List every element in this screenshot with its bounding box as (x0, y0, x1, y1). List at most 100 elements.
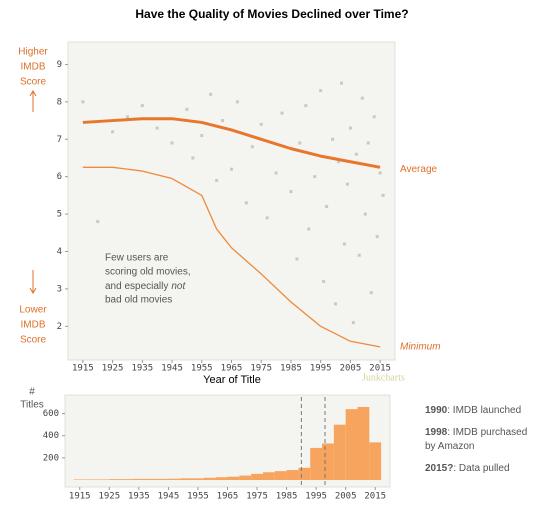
bar (322, 443, 334, 480)
x-tick-label: 1935 (131, 364, 153, 374)
x-tick-label: 1915 (72, 364, 94, 374)
series-label: Minimum (400, 342, 441, 353)
y-axis-label: Titles (20, 400, 44, 411)
chart-title: Have the Quality of Movies Declined over… (135, 7, 408, 21)
scatter-point (366, 141, 370, 145)
annotation: scoring old movies, (105, 267, 191, 278)
scatter-point (280, 111, 284, 115)
x-tick-label: 1995 (310, 364, 332, 374)
scatter-point (378, 171, 382, 175)
x-tick-label: 1925 (102, 364, 124, 374)
scatter-point (295, 257, 299, 261)
scatter-point (337, 160, 341, 164)
bar (97, 479, 110, 480)
scatter-point (96, 220, 100, 224)
y-tick-label: 200 (43, 453, 59, 463)
y-tick-label: 8 (57, 97, 62, 107)
note: 1990: IMDB launched (425, 405, 521, 416)
x-tick-label: 1975 (250, 364, 272, 374)
scatter-point (250, 145, 254, 149)
bar (168, 478, 181, 480)
plot-area (67, 41, 396, 361)
bar (192, 478, 204, 480)
scatter-point (375, 235, 379, 239)
note: 2015?: Data pulled (425, 463, 510, 474)
scatter-point (209, 92, 213, 96)
x-tick-label: 1995 (305, 492, 327, 502)
scatter-point (185, 107, 189, 111)
note-year: 2015? (425, 463, 453, 474)
scatter-point (334, 302, 338, 306)
x-tick-label: 2015 (364, 492, 386, 502)
y-axis-label: IMDB (21, 320, 46, 331)
bar (251, 473, 263, 480)
y-tick-label: 6 (57, 172, 62, 182)
bar (73, 479, 86, 480)
scatter-point (307, 227, 311, 231)
scatter-point (339, 81, 343, 85)
annotation: Few users are (105, 253, 169, 264)
scatter-point (342, 242, 346, 246)
note-year: 1990 (425, 405, 448, 416)
bar (298, 467, 311, 480)
y-tick-label: 600 (43, 409, 59, 419)
y-axis-label: Score (20, 77, 47, 88)
x-tick-label: 1985 (276, 492, 298, 502)
scatter-point (357, 253, 361, 257)
y-axis-label: Score (20, 335, 47, 346)
scatter-point (322, 279, 326, 283)
x-tick-label: 2005 (335, 492, 357, 502)
note-year: 1998 (425, 427, 448, 438)
scatter-point (360, 96, 364, 100)
bar (286, 470, 299, 480)
y-tick-label: 5 (57, 210, 62, 220)
scatter-point (215, 178, 219, 182)
bar (180, 478, 193, 480)
annotation: bad old movies (105, 295, 172, 306)
x-tick-label: 1965 (217, 492, 239, 502)
y-tick-label: 400 (43, 431, 59, 441)
bar (262, 472, 275, 480)
watermark: Junkcharts (362, 372, 405, 383)
note-text: by Amazon (425, 441, 474, 452)
scatter-point (351, 321, 355, 325)
scatter-point (81, 100, 85, 104)
y-axis-label: IMDB (21, 62, 46, 73)
bar (310, 447, 323, 480)
x-tick-label: 1965 (221, 364, 243, 374)
y-axis-label: Lower (19, 305, 47, 316)
scatter-point (363, 212, 367, 216)
x-tick-label: 1925 (98, 492, 120, 502)
scatter-point (111, 130, 115, 134)
series-label: Average (400, 164, 438, 175)
x-tick-label: 2005 (340, 364, 362, 374)
scatter-point (381, 193, 385, 197)
bar (333, 424, 346, 480)
bar (156, 478, 169, 480)
y-tick-label: 7 (57, 135, 62, 145)
bar (274, 471, 287, 480)
bar (215, 477, 228, 480)
scatter-point (369, 291, 373, 295)
x-tick-label: 1935 (128, 492, 150, 502)
bar (203, 477, 216, 480)
scatter-point (221, 119, 225, 123)
scatter-point (289, 190, 293, 194)
line (82, 117, 381, 169)
scatter-point (235, 100, 239, 104)
scatter-point (140, 104, 144, 108)
bar (345, 409, 358, 480)
bar (239, 475, 252, 480)
scatter-point (372, 115, 376, 119)
bar (109, 479, 122, 480)
bar (227, 476, 240, 480)
scatter-point (259, 122, 263, 126)
annotation: and especially (105, 281, 168, 292)
scatter-point (325, 205, 329, 209)
scatter-point (274, 171, 278, 175)
note: by Amazon (425, 441, 474, 452)
bar (85, 479, 98, 480)
annotation: and especially not (105, 281, 186, 292)
x-tick-label: 1915 (69, 492, 91, 502)
